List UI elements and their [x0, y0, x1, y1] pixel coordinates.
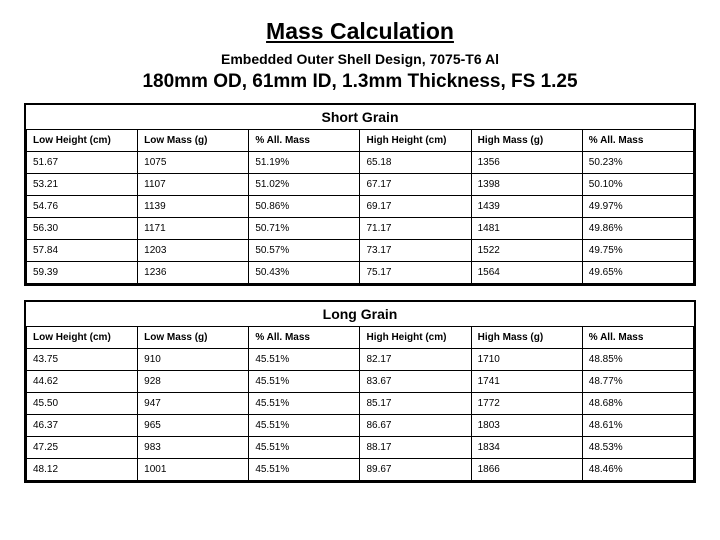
table-row: 45.5094745.51%85.17177248.68% — [27, 393, 694, 415]
table-spacer — [24, 286, 696, 300]
table-row: 43.7591045.51%82.17171048.85% — [27, 349, 694, 371]
table-row: 57.84120350.57%73.17152249.75% — [27, 240, 694, 262]
table-caption: Short Grain — [25, 104, 695, 129]
table-row: 54.76113950.86%69.17143949.97% — [27, 196, 694, 218]
table-row: 59.39123650.43%75.17156449.65% — [27, 262, 694, 284]
col-header: High Mass (g) — [471, 327, 582, 349]
col-header: Low Height (cm) — [27, 327, 138, 349]
col-header: Low Height (cm) — [27, 130, 138, 152]
table-header-row: Low Height (cm) Low Mass (g) % All. Mass… — [27, 327, 694, 349]
col-header: % All. Mass — [249, 130, 360, 152]
data-grid-long: Low Height (cm) Low Mass (g) % All. Mass… — [26, 326, 694, 481]
table-row: 44.6292845.51%83.67174148.77% — [27, 371, 694, 393]
col-header: Low Mass (g) — [138, 130, 249, 152]
col-header: High Height (cm) — [360, 130, 471, 152]
table-row: 47.2598345.51%88.17183448.53% — [27, 437, 694, 459]
col-header: % All. Mass — [582, 130, 693, 152]
table-short-grain: Short Grain Low Height (cm) Low Mass (g)… — [24, 103, 696, 286]
table-header-row: Low Height (cm) Low Mass (g) % All. Mass… — [27, 130, 694, 152]
table-row: 51.67107551.19%65.18135650.23% — [27, 152, 694, 174]
col-header: Low Mass (g) — [138, 327, 249, 349]
table-long-grain: Long Grain Low Height (cm) Low Mass (g) … — [24, 300, 696, 483]
subtitle: Embedded Outer Shell Design, 7075-T6 Al — [24, 51, 696, 67]
col-header: % All. Mass — [582, 327, 693, 349]
col-header: High Height (cm) — [360, 327, 471, 349]
col-header: % All. Mass — [249, 327, 360, 349]
table-row: 53.21110751.02%67.17139850.10% — [27, 174, 694, 196]
main-title: Mass Calculation — [24, 18, 696, 45]
table-row: 48.12100145.51%89.67186648.46% — [27, 459, 694, 481]
table-row: 56.30117150.71%71.17148149.86% — [27, 218, 694, 240]
table-caption: Long Grain — [25, 301, 695, 326]
data-grid-short: Low Height (cm) Low Mass (g) % All. Mass… — [26, 129, 694, 284]
spec-line: 180mm OD, 61mm ID, 1.3mm Thickness, FS 1… — [24, 71, 696, 93]
col-header: High Mass (g) — [471, 130, 582, 152]
table-row: 46.3796545.51%86.67180348.61% — [27, 415, 694, 437]
